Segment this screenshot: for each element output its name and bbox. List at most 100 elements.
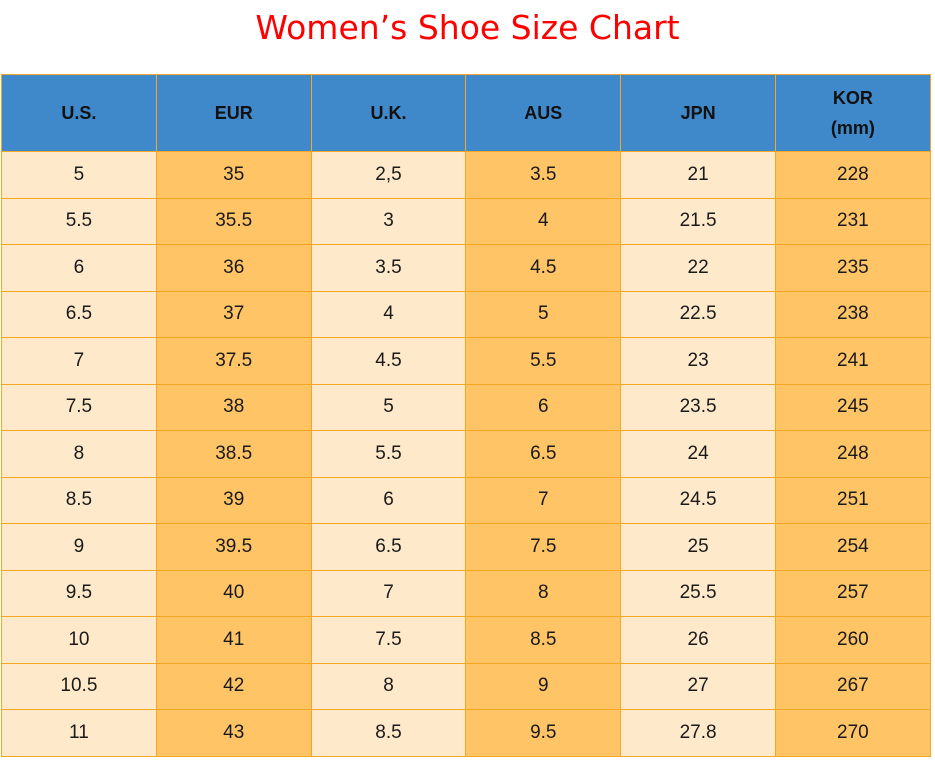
cell-aus: 5.5 bbox=[465, 337, 622, 385]
cell-uk: 8.5 bbox=[310, 709, 467, 757]
cell-us: 8.5 bbox=[1, 476, 157, 524]
cell-aus: 8 bbox=[465, 569, 622, 617]
cell-uk: 3.5 bbox=[310, 244, 467, 292]
cell-kor: 270 bbox=[774, 709, 931, 757]
cell-eur: 38.5 bbox=[155, 430, 312, 478]
cell-jpn: 22 bbox=[620, 244, 776, 292]
cell-us: 7.5 bbox=[1, 383, 157, 431]
column-header-label: KOR bbox=[832, 88, 873, 108]
cell-aus: 4 bbox=[465, 197, 622, 245]
cell-uk: 8 bbox=[310, 662, 467, 710]
cell-jpn: 24.5 bbox=[620, 476, 776, 524]
cell-aus: 6 bbox=[465, 383, 622, 431]
cell-jpn: 26 bbox=[620, 616, 776, 664]
cell-kor: 267 bbox=[774, 662, 931, 710]
cell-jpn: 27.8 bbox=[620, 709, 776, 757]
cell-kor: 260 bbox=[774, 616, 931, 664]
table-row: 11 43 8.5 9.5 27.8 270 bbox=[1, 709, 931, 757]
cell-us: 6.5 bbox=[1, 290, 157, 338]
column-header-unit: (mm) bbox=[830, 118, 875, 138]
cell-jpn: 25 bbox=[620, 523, 776, 571]
cell-aus: 7.5 bbox=[465, 523, 622, 571]
column-header-aus: AUS bbox=[465, 74, 622, 152]
cell-aus: 6.5 bbox=[465, 430, 622, 478]
cell-aus: 8.5 bbox=[465, 616, 622, 664]
cell-jpn: 24 bbox=[620, 430, 776, 478]
header-row: U.S. EUR U.K. AUS JPN KOR (mm) bbox=[1, 74, 931, 152]
column-header-label: U.K. bbox=[370, 103, 407, 123]
cell-us: 10 bbox=[1, 616, 157, 664]
cell-uk: 4 bbox=[310, 290, 467, 338]
cell-eur: 39.5 bbox=[155, 523, 312, 571]
cell-eur: 37 bbox=[155, 290, 312, 338]
cell-kor: 257 bbox=[774, 569, 931, 617]
table-row: 8.5 39 6 7 24.5 251 bbox=[1, 476, 931, 524]
cell-uk: 4.5 bbox=[310, 337, 467, 385]
cell-jpn: 22.5 bbox=[620, 290, 776, 338]
cell-aus: 7 bbox=[465, 476, 622, 524]
table-row: 9 39.5 6.5 7.5 25 254 bbox=[1, 523, 931, 571]
cell-kor: 241 bbox=[774, 337, 931, 385]
column-header-label: JPN bbox=[680, 103, 716, 123]
cell-us: 9 bbox=[1, 523, 157, 571]
cell-us: 6 bbox=[1, 244, 157, 292]
table-row: 6 36 3.5 4.5 22 235 bbox=[1, 244, 931, 292]
column-header-uk: U.K. bbox=[310, 74, 467, 152]
column-header-eur: EUR bbox=[155, 74, 312, 152]
cell-kor: 238 bbox=[774, 290, 931, 338]
cell-eur: 40 bbox=[155, 569, 312, 617]
cell-jpn: 21.5 bbox=[620, 197, 776, 245]
cell-aus: 4.5 bbox=[465, 244, 622, 292]
table-row: 7.5 38 5 6 23.5 245 bbox=[1, 383, 931, 431]
column-header-us: U.S. bbox=[1, 74, 157, 152]
cell-us: 8 bbox=[1, 430, 157, 478]
cell-jpn: 23 bbox=[620, 337, 776, 385]
cell-us: 9.5 bbox=[1, 569, 157, 617]
cell-uk: 5.5 bbox=[310, 430, 467, 478]
cell-uk: 7 bbox=[310, 569, 467, 617]
cell-aus: 9.5 bbox=[465, 709, 622, 757]
cell-kor: 231 bbox=[774, 197, 931, 245]
cell-us: 5 bbox=[1, 151, 157, 199]
cell-us: 10.5 bbox=[1, 662, 157, 710]
column-header-label: AUS bbox=[524, 103, 563, 123]
cell-kor: 245 bbox=[774, 383, 931, 431]
table-body: 5 35 2,5 3.5 21 228 5.5 35.5 3 4 21.5 231 6 36 3.5 4.5 2… bbox=[1, 151, 931, 757]
table-row: 5.5 35.5 3 4 21.5 231 bbox=[1, 197, 931, 245]
table-row: 9.5 40 7 8 25.5 257 bbox=[1, 569, 931, 617]
cell-aus: 9 bbox=[465, 662, 622, 710]
cell-uk: 6 bbox=[310, 476, 467, 524]
cell-jpn: 21 bbox=[620, 151, 776, 199]
cell-eur: 35.5 bbox=[155, 197, 312, 245]
cell-eur: 43 bbox=[155, 709, 312, 757]
cell-jpn: 23.5 bbox=[620, 383, 776, 431]
cell-eur: 39 bbox=[155, 476, 312, 524]
cell-uk: 6.5 bbox=[310, 523, 467, 571]
shoe-size-table: U.S. EUR U.K. AUS JPN KOR (mm) 5 35 2,5 3.5 21 228 5… bbox=[1, 74, 931, 757]
cell-uk: 5 bbox=[310, 383, 467, 431]
column-header-label: EUR bbox=[214, 103, 253, 123]
cell-kor: 228 bbox=[774, 151, 931, 199]
table-row: 7 37.5 4.5 5.5 23 241 bbox=[1, 337, 931, 385]
column-header-kor: KOR (mm) bbox=[774, 74, 931, 152]
cell-eur: 38 bbox=[155, 383, 312, 431]
cell-jpn: 27 bbox=[620, 662, 776, 710]
cell-aus: 5 bbox=[465, 290, 622, 338]
cell-eur: 35 bbox=[155, 151, 312, 199]
cell-us: 11 bbox=[1, 709, 157, 757]
cell-aus: 3.5 bbox=[465, 151, 622, 199]
cell-uk: 2,5 bbox=[310, 151, 467, 199]
page-title: Women’s Shoe Size Chart bbox=[255, 8, 680, 47]
cell-us: 5.5 bbox=[1, 197, 157, 245]
cell-uk: 3 bbox=[310, 197, 467, 245]
column-header-label: U.S. bbox=[61, 103, 97, 123]
cell-kor: 248 bbox=[774, 430, 931, 478]
cell-eur: 36 bbox=[155, 244, 312, 292]
cell-eur: 37.5 bbox=[155, 337, 312, 385]
cell-eur: 41 bbox=[155, 616, 312, 664]
cell-eur: 42 bbox=[155, 662, 312, 710]
cell-jpn: 25.5 bbox=[620, 569, 776, 617]
table-row: 6.5 37 4 5 22.5 238 bbox=[1, 290, 931, 338]
table-row: 5 35 2,5 3.5 21 228 bbox=[1, 151, 931, 199]
table-row: 10.5 42 8 9 27 267 bbox=[1, 662, 931, 710]
